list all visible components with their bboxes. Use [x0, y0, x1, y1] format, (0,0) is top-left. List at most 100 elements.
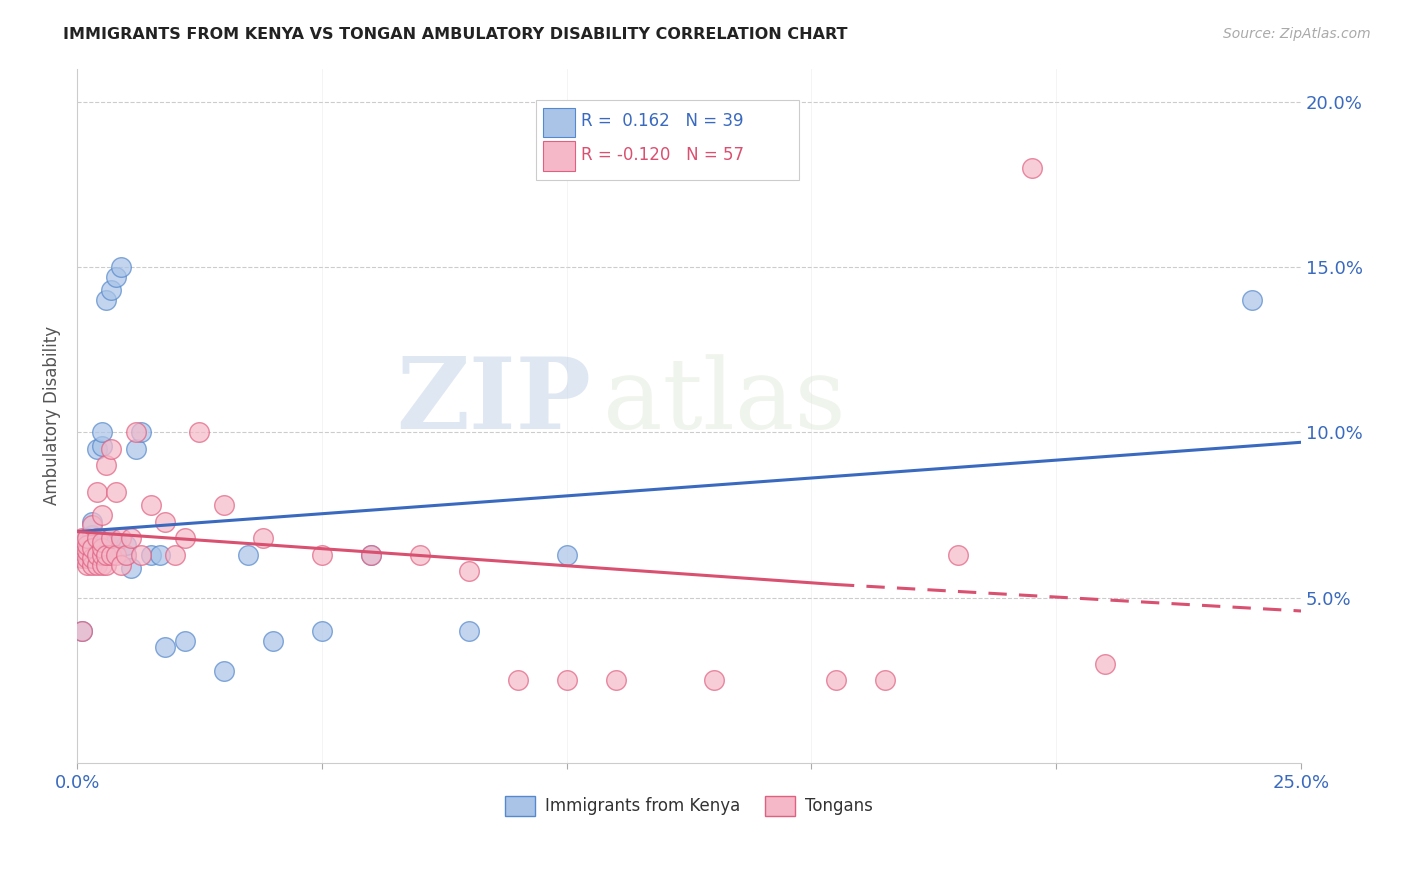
- Point: [80, 551, 103, 566]
- Point: [110, 260, 132, 274]
- Point: [555, 673, 578, 688]
- Text: ZIP: ZIP: [396, 353, 591, 450]
- Point: [110, 558, 132, 572]
- FancyBboxPatch shape: [543, 108, 575, 137]
- Point: [360, 548, 382, 562]
- Point: [100, 283, 122, 297]
- Point: [262, 633, 284, 648]
- Point: [139, 548, 162, 562]
- Point: [188, 425, 211, 440]
- Point: [457, 564, 479, 578]
- Point: [125, 442, 148, 456]
- Point: [76, 551, 98, 566]
- Point: [873, 673, 896, 688]
- Text: R =  0.162   N = 39: R = 0.162 N = 39: [581, 112, 744, 130]
- Point: [90, 548, 112, 562]
- Point: [173, 633, 195, 648]
- Point: [149, 548, 172, 562]
- Point: [76, 531, 98, 545]
- Point: [86, 484, 108, 499]
- Point: [120, 531, 142, 545]
- Point: [76, 538, 98, 552]
- Legend: Immigrants from Kenya, Tongans: Immigrants from Kenya, Tongans: [496, 788, 882, 824]
- Point: [702, 673, 724, 688]
- Text: IMMIGRANTS FROM KENYA VS TONGAN AMBULATORY DISABILITY CORRELATION CHART: IMMIGRANTS FROM KENYA VS TONGAN AMBULATO…: [63, 27, 848, 42]
- Point: [155, 515, 177, 529]
- Point: [555, 548, 578, 562]
- Point: [252, 531, 274, 545]
- Point: [238, 548, 260, 562]
- Point: [90, 425, 112, 440]
- Point: [311, 624, 333, 638]
- Point: [80, 558, 103, 572]
- Point: [90, 541, 112, 555]
- Point: [86, 442, 108, 456]
- Point: [96, 293, 118, 307]
- Point: [96, 458, 118, 473]
- Point: [139, 498, 162, 512]
- Point: [80, 515, 103, 529]
- Point: [212, 664, 235, 678]
- Point: [96, 548, 118, 562]
- Point: [948, 548, 970, 562]
- Point: [80, 528, 103, 542]
- Point: [605, 673, 627, 688]
- Point: [86, 548, 108, 562]
- Point: [360, 548, 382, 562]
- Point: [115, 548, 138, 562]
- Point: [1241, 293, 1264, 307]
- Point: [825, 673, 848, 688]
- Point: [173, 531, 195, 545]
- Point: [80, 538, 103, 552]
- Point: [100, 531, 122, 545]
- Point: [80, 548, 103, 562]
- Point: [155, 640, 177, 655]
- Point: [86, 558, 108, 572]
- Point: [129, 548, 152, 562]
- Point: [76, 548, 98, 562]
- Point: [76, 531, 98, 545]
- Text: Source: ZipAtlas.com: Source: ZipAtlas.com: [1223, 27, 1371, 41]
- Point: [125, 425, 148, 440]
- Point: [100, 531, 122, 545]
- Point: [76, 544, 98, 558]
- Point: [96, 548, 118, 562]
- Point: [105, 534, 128, 549]
- Point: [115, 538, 138, 552]
- Point: [70, 544, 93, 558]
- Point: [1021, 161, 1043, 175]
- Point: [86, 534, 108, 549]
- Point: [70, 624, 93, 638]
- FancyBboxPatch shape: [543, 142, 575, 170]
- Y-axis label: Ambulatory Disability: Ambulatory Disability: [44, 326, 60, 506]
- Point: [110, 531, 132, 545]
- Point: [100, 548, 122, 562]
- Point: [120, 561, 142, 575]
- Point: [96, 531, 118, 545]
- Point: [90, 558, 112, 572]
- Text: R = -0.120   N = 57: R = -0.120 N = 57: [581, 145, 744, 163]
- Point: [70, 538, 93, 552]
- Point: [163, 548, 186, 562]
- Point: [105, 269, 128, 284]
- Point: [86, 531, 108, 545]
- Point: [212, 498, 235, 512]
- Point: [86, 548, 108, 562]
- Point: [70, 624, 93, 638]
- Point: [409, 548, 432, 562]
- Point: [80, 518, 103, 533]
- Point: [70, 541, 93, 555]
- Point: [1094, 657, 1116, 671]
- Point: [90, 538, 112, 552]
- Point: [105, 548, 128, 562]
- Point: [90, 508, 112, 522]
- Point: [90, 534, 112, 549]
- Point: [100, 442, 122, 456]
- Point: [129, 425, 152, 440]
- Point: [311, 548, 333, 562]
- Point: [80, 541, 103, 555]
- Point: [70, 531, 93, 545]
- Point: [115, 548, 138, 562]
- Point: [76, 558, 98, 572]
- FancyBboxPatch shape: [536, 100, 799, 179]
